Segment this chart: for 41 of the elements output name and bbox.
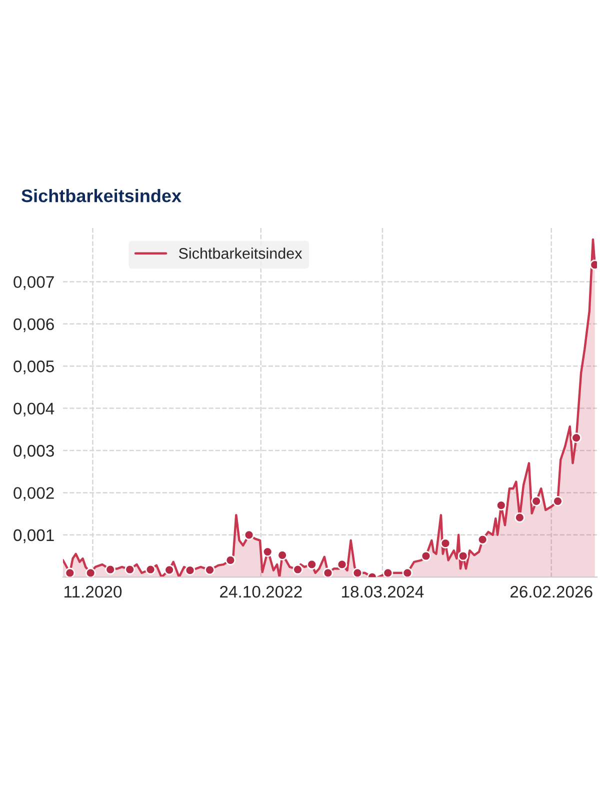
point [262, 546, 273, 557]
point [244, 530, 254, 540]
x-tick-label: 24.10.2022 [220, 586, 302, 598]
y-tick-label: 0,002 [14, 487, 54, 501]
point [571, 432, 582, 444]
x-tick-label: 11.2020 [64, 586, 122, 598]
point [420, 550, 432, 562]
point [124, 564, 136, 575]
chart-title: Sichtbarkeitsindex [22, 188, 182, 202]
point [105, 564, 116, 575]
x-tick-label: 18.03.2024 [342, 586, 424, 598]
point [145, 564, 156, 575]
point [306, 559, 317, 570]
point [496, 500, 506, 511]
point [225, 555, 236, 566]
point [204, 564, 215, 576]
y-tick-label: 0,006 [14, 318, 54, 332]
y-tick-label: 0,007 [14, 276, 54, 290]
point [277, 550, 288, 560]
point [402, 568, 413, 578]
legend-label: Sichtbarkeitsindex [178, 248, 302, 259]
point [382, 568, 394, 578]
point [352, 568, 363, 578]
point [458, 550, 468, 562]
point [292, 564, 303, 575]
point [440, 538, 451, 549]
y-tick-label: 0,005 [14, 360, 54, 374]
point [184, 565, 196, 576]
y-tick-label: 0,003 [14, 444, 54, 459]
point [514, 512, 525, 523]
x-tick-label: 26.02.2026 [510, 586, 592, 598]
point [164, 564, 175, 576]
point [85, 568, 96, 578]
point [531, 496, 542, 506]
point [322, 568, 334, 578]
point [64, 568, 76, 578]
point [477, 534, 488, 545]
point [336, 559, 348, 570]
y-tick-label: 0,001 [14, 529, 54, 544]
point [552, 496, 563, 506]
y-tick-label: 0,004 [14, 402, 54, 416]
